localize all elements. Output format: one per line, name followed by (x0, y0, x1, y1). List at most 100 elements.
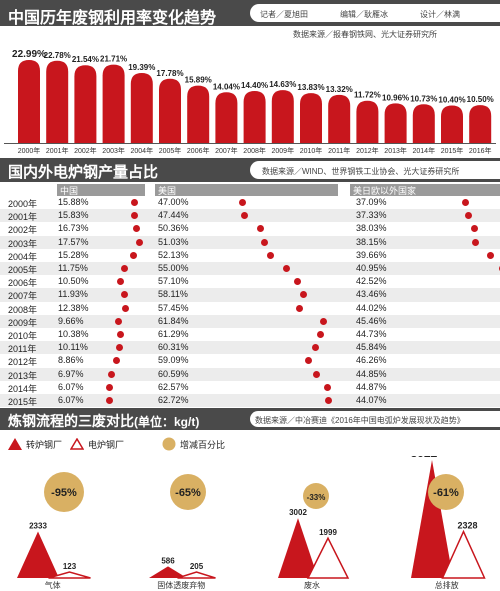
change-circle (44, 472, 84, 512)
x-tick-label: 2016年 (469, 146, 492, 155)
x-tick-label: 2010年 (300, 146, 323, 155)
bar-label: 14.04% (213, 82, 240, 91)
cell-value: 50.36% (158, 223, 189, 234)
cell-value: 44.02% (356, 302, 387, 313)
cell-dot (120, 265, 128, 272)
cell-value: 60.59% (158, 368, 189, 379)
row-year: 2003年 (8, 238, 38, 249)
credit-reporter: 记者／夏旭田 (260, 10, 308, 19)
table-row: 2005年 11.75% 55.00% 40.95% (0, 262, 500, 276)
row-year: 2006年 (8, 278, 38, 289)
table-row: 2015年 6.07% 62.72% 44.07% (0, 394, 500, 408)
cell-dot (131, 199, 139, 206)
change-circle (303, 483, 329, 509)
cell-value: 47.00% (158, 197, 189, 207)
cell-value: 15.28% (58, 249, 89, 260)
x-tick-label: 2007年 (215, 146, 238, 155)
three-waste-chart: 2333 123 -95% 气体 586 205 -65% 固体透废弃物 3002 1999 -33… (17, 456, 486, 590)
cell-dot (116, 344, 124, 352)
cell-dot (105, 397, 113, 404)
cell-dot (299, 291, 307, 299)
cell-value: 15.83% (58, 210, 89, 221)
bar-2007年 (215, 92, 238, 143)
bar-2004年 (130, 72, 153, 143)
change-label: -33% (307, 493, 326, 502)
x-tick-label: 2014年 (413, 146, 436, 155)
cell-value: 11.93% (58, 289, 88, 300)
cell-value: 43.46% (356, 289, 387, 300)
bar-label: 13.83% (297, 83, 324, 92)
table-row: 2001年 15.83% 47.44% 37.33% (0, 209, 500, 223)
bar-2014年 (412, 104, 435, 143)
table-row: 2003年 17.57% 51.03% 38.15% (0, 235, 500, 249)
bar-label: 22.78% (44, 51, 71, 60)
cell-dot (131, 212, 139, 220)
table-row: 2006年 10.50% 57.10% 42.52% (0, 275, 500, 289)
legend-eaf: 电炉钢厂 (88, 440, 125, 450)
cell-dot (260, 238, 268, 246)
cell-value: 61.29% (158, 329, 189, 339)
cell-value: 10.50% (58, 276, 89, 287)
cell-value: 17.57% (58, 236, 89, 247)
table-header: 中国 美国 美日欧以外国家 (0, 184, 500, 196)
x-tick-label: 2006年 (187, 146, 210, 155)
cell-value: 6.97% (58, 368, 84, 379)
converter-triangle (17, 531, 59, 578)
row-year: 2011年 (8, 344, 37, 355)
cell-dot (266, 251, 274, 259)
legend: 转炉钢厂 电炉钢厂 增减百分比 (0, 437, 500, 453)
credit-editor: 编辑／耿雁冰 (340, 10, 388, 19)
col-header-us: 美国 (158, 186, 177, 196)
cell-value: 9.66% (58, 315, 84, 326)
bar-label: 13.32% (326, 85, 353, 94)
x-tick-label: 2002年 (74, 146, 97, 155)
eaf-value: 205 (190, 562, 204, 571)
eaf-value: 123 (63, 562, 77, 571)
category-label: 总排放 (435, 580, 459, 590)
x-tick-label: 2011年 (328, 146, 350, 155)
cell-dot (472, 238, 480, 246)
eaf-triangle (306, 536, 350, 579)
header-band-us (155, 184, 338, 196)
row-year: 2014年 (8, 383, 38, 394)
cell-value: 45.84% (356, 342, 387, 353)
table-row: 2012年 8.86% 59.09% 46.26% (0, 354, 500, 368)
row-year: 2009年 (8, 317, 38, 328)
cell-dot (256, 225, 264, 233)
cell-dot (471, 225, 479, 233)
section3-title-text: 炼钢流程的三废对比 (8, 413, 134, 429)
bar-label: 14.63% (269, 80, 296, 89)
legend-change: 增减百分比 (180, 440, 226, 450)
section2-source: 数据来源／WIND、世界钢铁工业协会、光大证券研究所 (262, 167, 460, 176)
bar-label: 11.72% (354, 91, 381, 100)
cell-value: 58.11% (158, 289, 188, 300)
cell-dot (464, 212, 472, 220)
section1-title: 中国历年废钢利用率变化趋势 (8, 10, 217, 27)
cell-value: 38.15% (356, 236, 387, 247)
bar-label: 14.40% (241, 81, 268, 90)
converter-triangle (149, 566, 187, 578)
cell-dot (294, 278, 302, 286)
cell-value: 45.46% (356, 315, 387, 326)
converter-value: 2333 (29, 522, 47, 531)
cell-dot (117, 278, 125, 286)
cell-value: 39.66% (356, 249, 387, 260)
cell-value: 52.13% (158, 249, 189, 260)
eaf-triangle (441, 529, 486, 579)
row-year: 2005年 (8, 265, 38, 275)
bar-2000年 (18, 60, 40, 143)
cell-value: 55.00% (158, 263, 189, 273)
bar-label: 10.50% (467, 95, 494, 104)
cell-value: 44.07% (356, 395, 387, 405)
x-tick-label: 2012年 (356, 146, 379, 155)
bar-2003年 (102, 64, 125, 143)
row-year: 2000年 (8, 199, 38, 209)
table-row: 2008年 12.38% 57.45% 44.02% (0, 301, 500, 315)
row-year: 2013年 (8, 370, 38, 381)
bar-2011年 (328, 94, 351, 143)
bar-label: 10.40% (438, 95, 465, 104)
table-row: 2009年 9.66% 61.84% 45.46% (0, 314, 500, 328)
bar-label: 10.73% (410, 94, 437, 103)
cell-dot (320, 317, 328, 325)
cell-dot (486, 251, 494, 259)
